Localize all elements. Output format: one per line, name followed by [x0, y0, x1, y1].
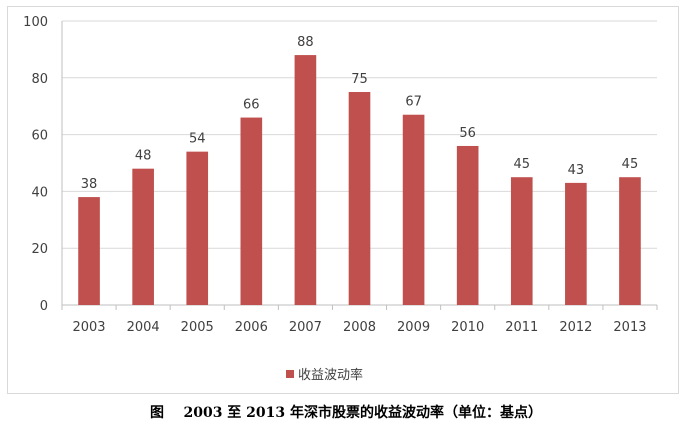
x-tick-label: 2010	[451, 320, 484, 335]
y-tick-label: 60	[31, 129, 48, 144]
bar	[565, 182, 587, 305]
y-tick-label: 20	[31, 242, 48, 257]
y-tick-label: 0	[40, 299, 48, 314]
figure-caption: 图 2003 至 2013 年深市股票的收益波动率（单位：基点）	[149, 405, 543, 421]
data-label: 38	[81, 177, 98, 192]
data-label: 67	[405, 95, 422, 110]
bar	[456, 145, 479, 305]
data-label: 45	[622, 157, 639, 172]
x-tick-label: 2005	[181, 320, 214, 335]
data-label: 88	[297, 35, 314, 50]
bar	[186, 151, 209, 305]
x-tick-label: 2004	[127, 320, 160, 335]
legend-swatch	[286, 370, 294, 378]
data-label: 75	[351, 72, 368, 87]
x-tick-label: 2009	[397, 320, 430, 335]
x-tick-label: 2008	[343, 320, 376, 335]
bar	[402, 114, 425, 305]
y-tick-label: 100	[23, 15, 48, 30]
y-tick-label: 80	[31, 72, 48, 87]
x-tick-label: 2006	[235, 320, 268, 335]
data-label: 54	[189, 132, 206, 147]
y-tick-label: 40	[31, 185, 48, 200]
data-label: 43	[568, 163, 585, 178]
data-label: 48	[135, 149, 152, 164]
bar	[348, 92, 371, 305]
bar	[619, 177, 641, 305]
data-label: 66	[243, 98, 260, 113]
x-tick-label: 2003	[72, 320, 105, 335]
x-tick-label: 2007	[289, 320, 322, 335]
bar	[240, 117, 263, 305]
x-tick-label: 2012	[559, 320, 592, 335]
data-label: 56	[459, 126, 476, 141]
bar	[510, 177, 533, 305]
bar	[78, 197, 100, 305]
x-tick-label: 2013	[613, 320, 646, 335]
bar	[132, 168, 154, 305]
data-label: 45	[513, 157, 530, 172]
x-tick-label: 2011	[505, 320, 538, 335]
legend-label: 收益波动率	[298, 367, 363, 383]
bar	[294, 55, 317, 305]
bar-chart: 0 20 40 60 80 100 38 2003 48 2004 54 2005 66 2006 88 20…	[23, 15, 658, 383]
